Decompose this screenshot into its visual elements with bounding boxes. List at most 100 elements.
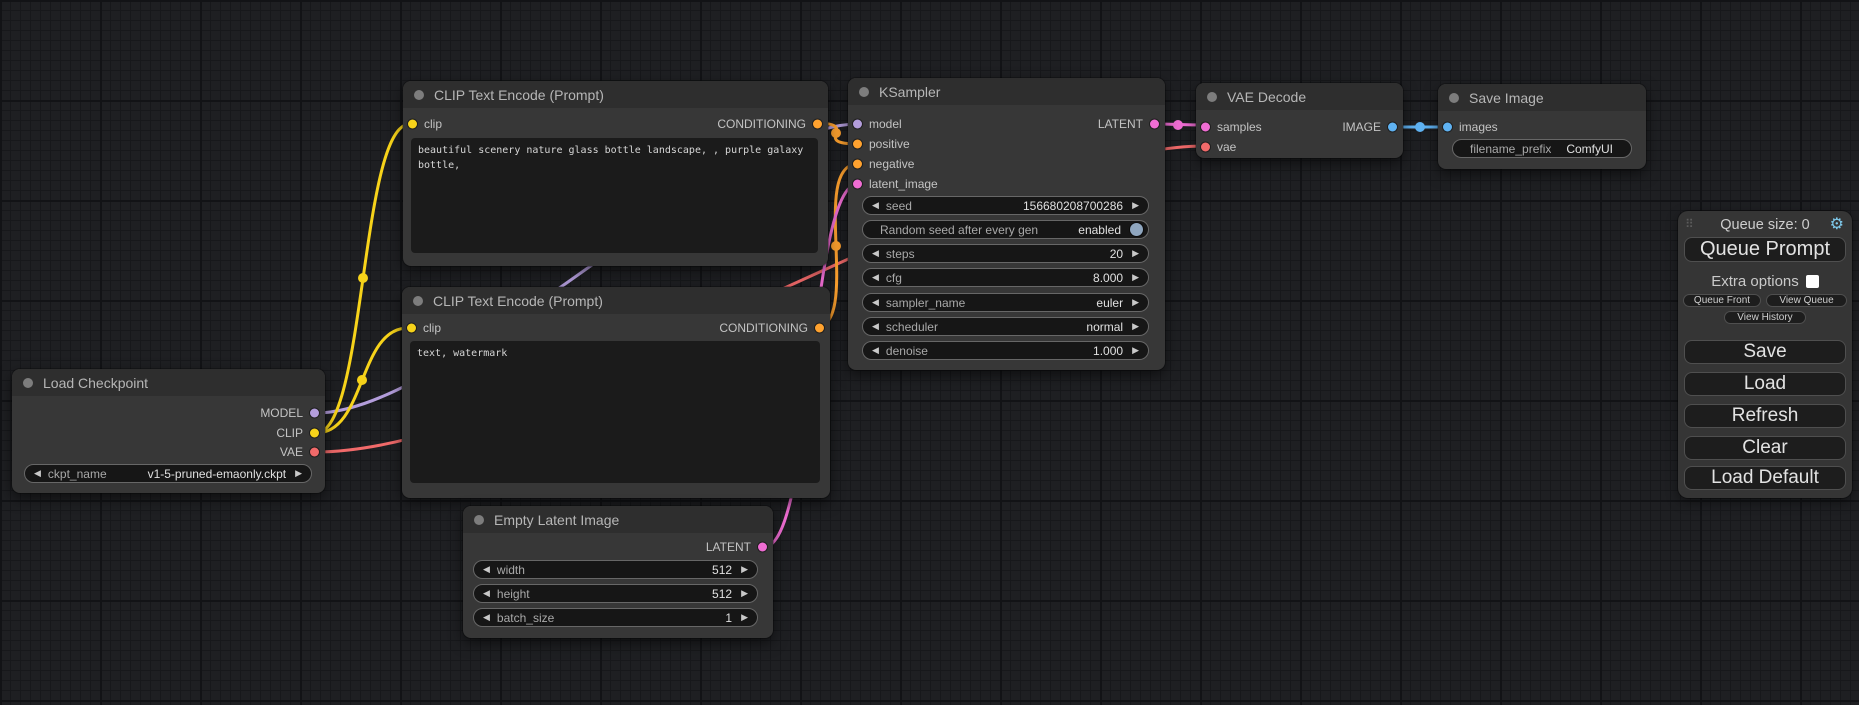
filename-prefix-widget[interactable]: filename_prefix ComfyUI [1452, 139, 1632, 158]
load-button[interactable]: Load [1684, 372, 1846, 396]
conditioning-output-port[interactable] [813, 119, 822, 129]
vae-output-port[interactable] [310, 447, 319, 457]
width-widget[interactable]: ◀ width 512 ▶ [473, 560, 758, 579]
widget-value: 1.000 [1093, 343, 1124, 358]
node-title: VAE Decode [1227, 88, 1307, 105]
scheduler-widget[interactable]: ◀ scheduler normal ▶ [862, 317, 1149, 336]
sampler-name-widget[interactable]: ◀ sampler_name euler ▶ [862, 293, 1149, 312]
node-title-bar[interactable]: VAE Decode [1196, 83, 1403, 110]
output-label: CLIP [276, 426, 303, 440]
wire-midpoint-dot [1415, 122, 1425, 132]
io-row: clip CONDITIONING [402, 318, 830, 338]
decrement-arrow-icon[interactable]: ◀ [872, 248, 879, 258]
node-title: Load Checkpoint [43, 374, 149, 391]
increment-arrow-icon[interactable]: ▶ [1132, 272, 1139, 282]
view-queue-button[interactable]: View Queue [1766, 294, 1847, 307]
seed-toggle-icon[interactable] [1130, 223, 1143, 236]
conditioning-output-port[interactable] [815, 323, 824, 333]
node-clip-text-encode-2[interactable]: CLIP Text Encode (Prompt) clip CONDITION… [402, 287, 830, 498]
collapse-toggle[interactable] [23, 377, 33, 388]
increment-arrow-icon[interactable]: ▶ [1132, 345, 1139, 355]
widget-value: 156680208700286 [1022, 198, 1124, 213]
ckpt-name-widget[interactable]: ◀ ckpt_name v1-5-pruned-emaonly.ckpt ▶ [24, 464, 312, 483]
vae-input-port[interactable] [1201, 142, 1210, 152]
output-label: CONDITIONING [717, 117, 806, 131]
input-label: samples [1217, 120, 1262, 134]
samples-input-port[interactable] [1201, 122, 1210, 132]
gear-icon[interactable]: ⚙ [1829, 216, 1844, 233]
model-input-port[interactable] [853, 119, 862, 129]
collapse-toggle[interactable] [1207, 91, 1217, 102]
collapse-toggle[interactable] [1449, 92, 1459, 103]
negative-input-port[interactable] [853, 159, 862, 169]
decrement-arrow-icon[interactable]: ◀ [483, 564, 490, 574]
queue-front-button[interactable]: Queue Front [1683, 294, 1761, 307]
queue-prompt-button[interactable]: Queue Prompt [1684, 237, 1846, 262]
model-output-port[interactable] [310, 408, 319, 418]
node-title-bar[interactable]: CLIP Text Encode (Prompt) [403, 81, 828, 108]
decrement-arrow-icon[interactable]: ◀ [872, 321, 879, 331]
collapse-toggle[interactable] [414, 89, 424, 100]
decrement-arrow-icon[interactable]: ◀ [483, 588, 490, 598]
node-title-bar[interactable]: Save Image [1438, 84, 1646, 111]
clip-input-port[interactable] [408, 119, 417, 129]
node-clip-text-encode-1[interactable]: CLIP Text Encode (Prompt) clip CONDITION… [403, 81, 828, 266]
decrement-arrow-icon[interactable]: ◀ [872, 345, 879, 355]
increment-arrow-icon[interactable]: ▶ [741, 588, 748, 598]
node-save-image[interactable]: Save Image images filename_prefix ComfyU… [1438, 84, 1646, 169]
widget-label: batch_size [496, 610, 555, 625]
clip-output-port[interactable] [310, 428, 319, 438]
decrement-arrow-icon[interactable]: ◀ [483, 612, 490, 622]
collapse-toggle[interactable] [474, 514, 484, 525]
node-title-bar[interactable]: KSampler [848, 78, 1165, 105]
collapse-toggle[interactable] [859, 86, 869, 97]
cfg-widget[interactable]: ◀ cfg 8.000 ▶ [862, 268, 1149, 287]
node-title-bar[interactable]: CLIP Text Encode (Prompt) [402, 287, 830, 314]
view-history-button[interactable]: View History [1724, 311, 1806, 324]
increment-arrow-icon[interactable]: ▶ [1132, 321, 1139, 331]
increment-arrow-icon[interactable]: ▶ [741, 612, 748, 622]
prompt-textarea[interactable]: text, watermark [410, 341, 820, 483]
steps-widget[interactable]: ◀ steps 20 ▶ [862, 244, 1149, 263]
clip-input-port[interactable] [407, 323, 416, 333]
increment-arrow-icon[interactable]: ▶ [1132, 248, 1139, 258]
latent-output-port[interactable] [758, 542, 767, 552]
random-seed-widget[interactable]: Random seed after every gen enabled [862, 220, 1149, 239]
increment-arrow-icon[interactable]: ▶ [741, 564, 748, 574]
height-widget[interactable]: ◀ height 512 ▶ [473, 584, 758, 603]
node-load-checkpoint[interactable]: Load Checkpoint MODEL CLIP VAE ◀ ckpt_na… [12, 369, 325, 493]
prompt-textarea[interactable]: beautiful scenery nature glass bottle la… [411, 138, 818, 253]
refresh-button[interactable]: Refresh [1684, 404, 1846, 428]
positive-input-port[interactable] [853, 139, 862, 149]
latent-image-input-port[interactable] [853, 179, 862, 189]
denoise-widget[interactable]: ◀ denoise 1.000 ▶ [862, 341, 1149, 360]
decrement-arrow-icon[interactable]: ◀ [872, 297, 879, 307]
decrement-arrow-icon[interactable]: ◀ [872, 272, 879, 282]
widget-label: filename_prefix [1470, 141, 1552, 156]
load-default-button[interactable]: Load Default [1684, 466, 1846, 490]
output-row: LATENT [463, 537, 773, 557]
node-title: KSampler [879, 83, 941, 100]
io-row: samples IMAGE [1196, 117, 1403, 137]
collapse-toggle[interactable] [413, 295, 423, 306]
drag-handle-icon[interactable]: ⠿ [1685, 217, 1694, 231]
node-title-bar[interactable]: Load Checkpoint [12, 369, 325, 396]
batch-size-widget[interactable]: ◀ batch_size 1 ▶ [473, 608, 758, 627]
latent-output-port[interactable] [1150, 119, 1159, 129]
increment-arrow-icon[interactable]: ▶ [1132, 200, 1139, 210]
images-input-port[interactable] [1443, 122, 1452, 132]
node-empty-latent-image[interactable]: Empty Latent Image LATENT ◀ width 512 ▶ … [463, 506, 773, 638]
clear-button[interactable]: Clear [1684, 436, 1846, 460]
image-output-port[interactable] [1388, 122, 1397, 132]
save-button[interactable]: Save [1684, 340, 1846, 364]
extra-options-checkbox[interactable] [1805, 275, 1819, 288]
seed-widget[interactable]: ◀ seed 156680208700286 ▶ [862, 196, 1149, 215]
decrement-arrow-icon[interactable]: ◀ [872, 200, 879, 210]
node-title-bar[interactable]: Empty Latent Image [463, 506, 773, 533]
node-vae-decode[interactable]: VAE Decode samples IMAGE vae [1196, 83, 1403, 158]
increment-arrow-icon[interactable]: ▶ [295, 468, 302, 478]
increment-arrow-icon[interactable]: ▶ [1132, 297, 1139, 307]
node-ksampler[interactable]: KSampler model LATENT positive negative … [848, 78, 1165, 370]
decrement-arrow-icon[interactable]: ◀ [34, 468, 41, 478]
